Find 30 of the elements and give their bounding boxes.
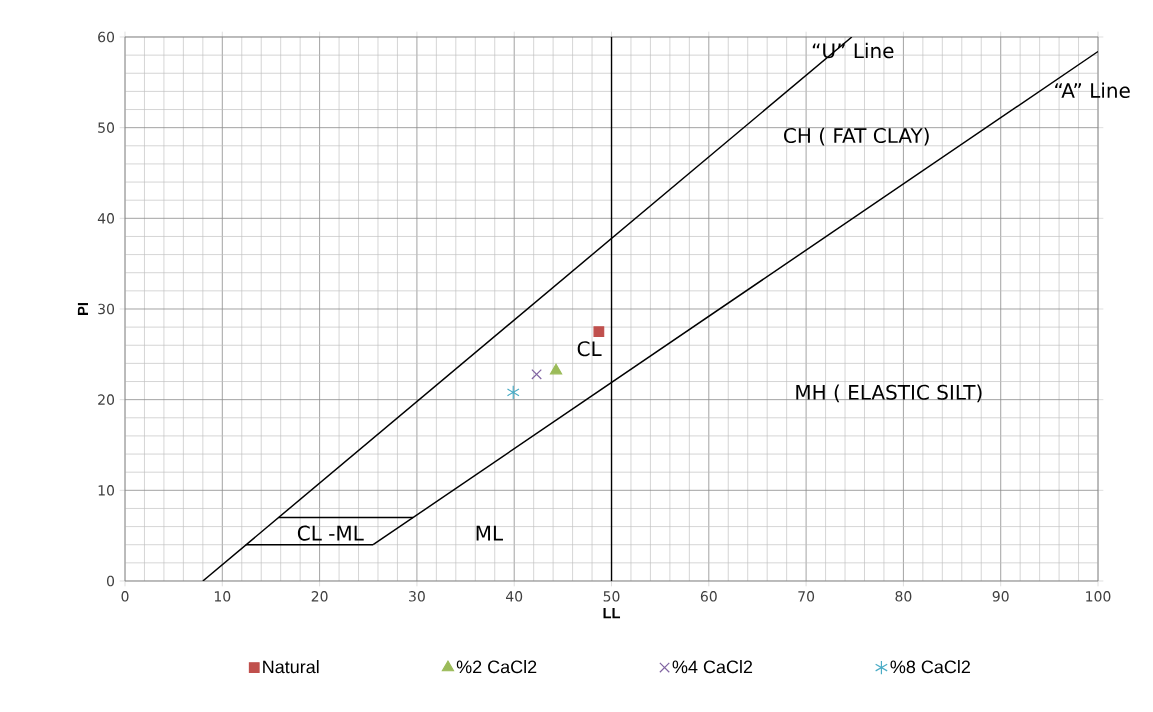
x-tick-label: 50 — [603, 591, 620, 602]
legend-label: %2 CaCl2 — [456, 660, 537, 674]
annotation: CL — [577, 341, 602, 357]
x-tick-label: 60 — [700, 591, 717, 602]
x-tick-label: 70 — [798, 591, 815, 602]
y-tick-label: 30 — [98, 303, 115, 315]
x-tick-label: 40 — [505, 591, 523, 602]
legend-label: Natural — [263, 660, 319, 674]
y-tick-label: 0 — [106, 575, 115, 587]
y-tick-label: 40 — [97, 213, 115, 224]
x-tick-label: 100 — [1086, 591, 1111, 602]
y-tick-label: 60 — [98, 31, 115, 43]
annotation: CH ( FAT CLAY) — [784, 127, 929, 146]
x-tick-label: 90 — [992, 591, 1009, 602]
x-tick-label: 20 — [311, 591, 328, 602]
y-axis-title: PI — [77, 303, 88, 315]
x-tick-label: 80 — [895, 591, 912, 602]
x-axis-title: LL — [603, 608, 621, 619]
annotation: CL -ML — [297, 525, 364, 541]
y-tick-label: 50 — [98, 122, 115, 133]
annotation: ML — [476, 525, 503, 541]
x-tick-label: 0 — [121, 591, 129, 602]
x-tick-label: 30 — [409, 591, 425, 602]
annotation: “A” Line — [1055, 82, 1130, 99]
annotation: MH ( ELASTIC SILT) — [796, 384, 982, 403]
y-tick-label: 20 — [98, 394, 115, 405]
legend-label: %8 CaCl2 — [890, 660, 970, 674]
y-tick-label: 10 — [98, 485, 115, 496]
legend-label: %4 CaCl2 — [672, 660, 753, 674]
x-tick-label: 10 — [214, 591, 231, 602]
